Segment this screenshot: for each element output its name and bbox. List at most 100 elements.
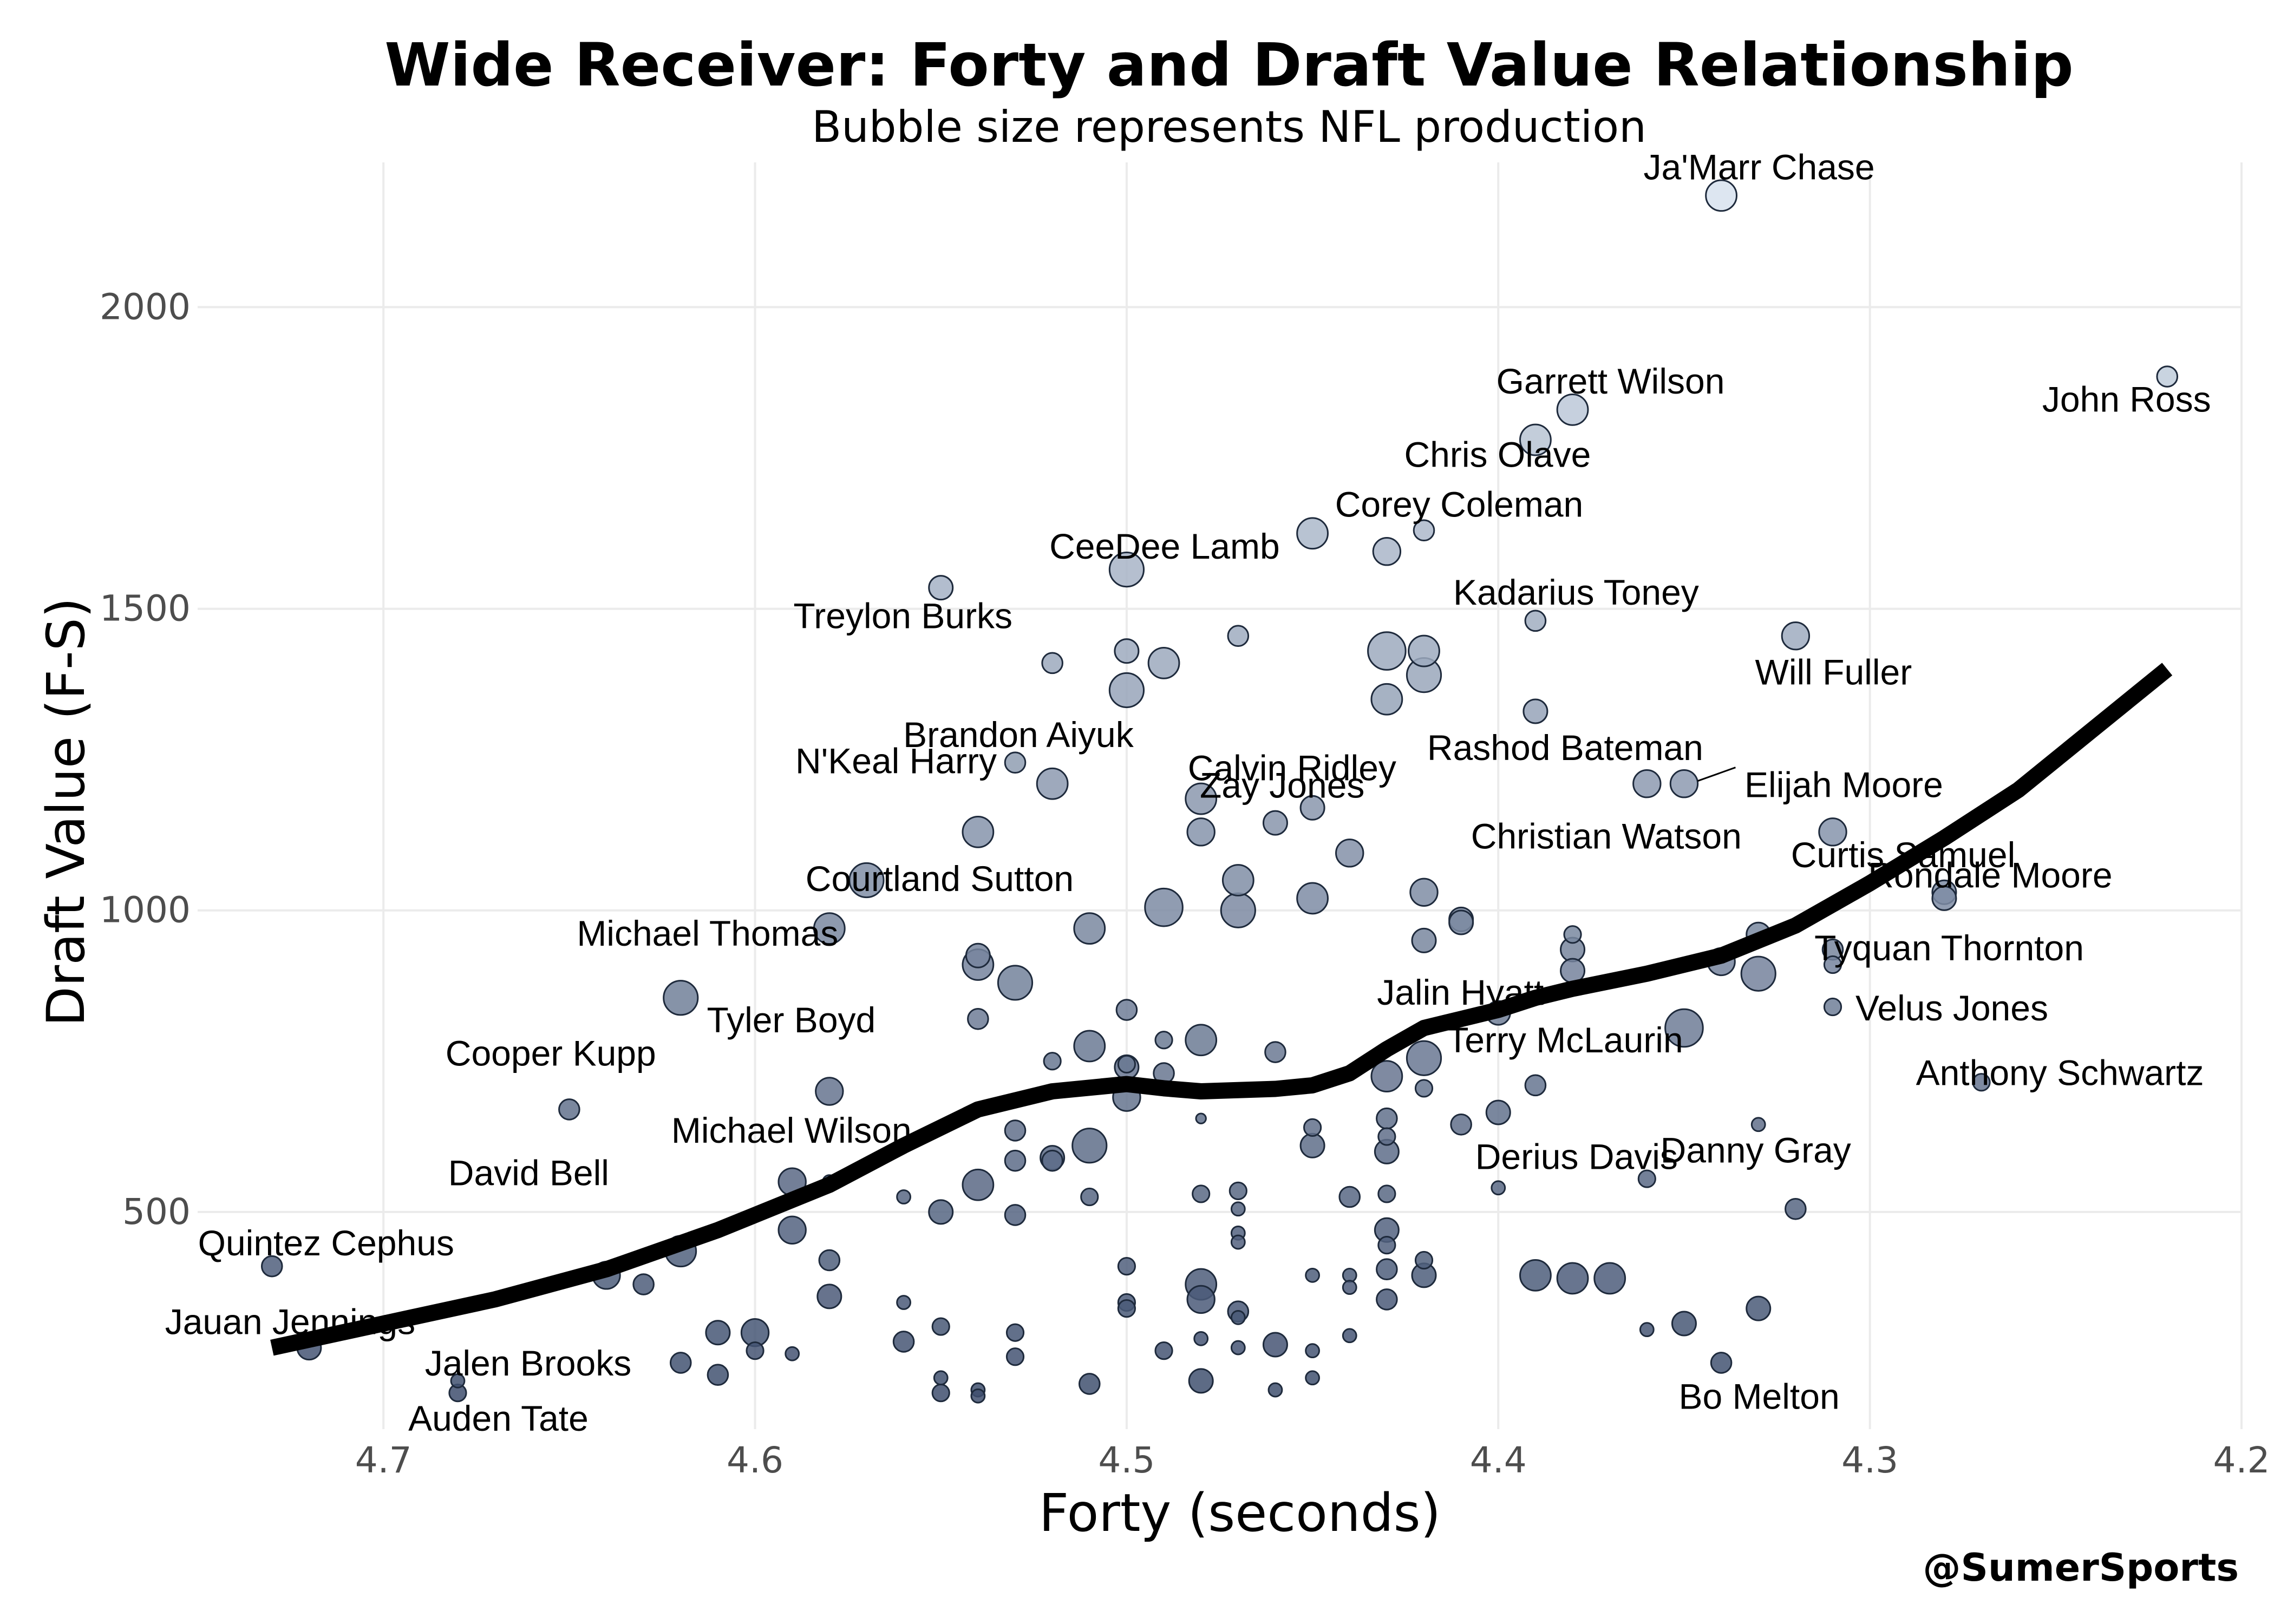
data-point	[1108, 552, 1145, 588]
y-tick-label: 1000	[100, 889, 191, 931]
data-point	[1710, 1352, 1733, 1374]
point-label: Bo Melton	[1679, 1376, 1840, 1416]
data-point	[1041, 652, 1063, 675]
data-point	[1305, 1343, 1320, 1359]
data-point	[1004, 1119, 1027, 1142]
data-point	[1669, 769, 1699, 798]
point-label: John Ross	[2042, 379, 2211, 420]
data-point	[1004, 1149, 1027, 1172]
point-label: Jalin Hyatt	[1377, 972, 1544, 1012]
data-point	[1005, 1323, 1025, 1342]
point-label: Cooper Kupp	[446, 1033, 656, 1073]
point-label: Ja'Marr Chase	[1644, 147, 1875, 187]
data-point	[1823, 997, 1842, 1017]
data-point	[892, 1331, 915, 1353]
data-point	[1931, 885, 1957, 911]
data-point	[1338, 1186, 1361, 1208]
data-point	[1409, 878, 1439, 907]
data-point	[896, 1295, 911, 1310]
caption-sumersports: @SumerSports	[1923, 1546, 2239, 1590]
x-tick-label: 4.3	[1841, 1439, 1898, 1481]
point-label: Christian Watson	[1471, 816, 1742, 856]
point-label: Michael Thomas	[577, 913, 838, 953]
data-point	[1414, 1250, 1434, 1270]
data-point	[1781, 621, 1811, 651]
data-point	[1377, 1184, 1396, 1203]
point-label: Anthony Schwartz	[1916, 1052, 2204, 1092]
data-point	[1154, 1031, 1173, 1050]
data-point	[815, 1077, 844, 1106]
data-point	[1524, 610, 1547, 632]
data-point	[1408, 634, 1440, 667]
data-point	[1186, 1285, 1216, 1314]
data-point	[1491, 1180, 1506, 1196]
data-point	[1335, 839, 1364, 868]
y-tick-label: 2000	[100, 286, 191, 328]
data-point	[1593, 1262, 1626, 1295]
y-tick-label: 500	[122, 1191, 191, 1233]
data-point	[1376, 1288, 1398, 1311]
data-point	[1522, 698, 1548, 724]
point-label: N'Keal Harry	[795, 741, 997, 781]
point-label: Jauan Jennings	[165, 1302, 415, 1342]
data-point	[1664, 1008, 1704, 1048]
point-label: Danny Gray	[1661, 1130, 1851, 1170]
data-point	[1154, 1341, 1173, 1360]
data-point	[1185, 1024, 1218, 1057]
data-point	[1556, 1262, 1589, 1295]
data-point	[785, 1346, 800, 1361]
point-label: Tyler Boyd	[707, 1000, 875, 1040]
point-label: Zay Jones	[1200, 765, 1364, 806]
data-point	[1036, 767, 1069, 800]
data-point	[1367, 631, 1407, 671]
data-point	[818, 1249, 841, 1272]
data-point	[1117, 1257, 1136, 1276]
data-point	[816, 1284, 842, 1309]
data-point	[1414, 1079, 1434, 1098]
data-point	[1185, 782, 1218, 815]
data-point	[1005, 1347, 1025, 1366]
x-tick-label: 4.4	[1470, 1439, 1527, 1481]
data-point	[558, 1098, 580, 1121]
data-point	[967, 1007, 989, 1030]
data-point	[1080, 1187, 1099, 1207]
point-label: Chris Olave	[1404, 435, 1591, 475]
data-point	[1071, 1128, 1108, 1164]
point-label: Calvin Ridley	[1188, 748, 1396, 788]
y-tick-label: 1500	[100, 588, 191, 630]
data-point	[1227, 625, 1250, 647]
data-point	[1372, 537, 1402, 566]
gridlines	[198, 162, 2243, 1429]
data-point	[1823, 955, 1842, 974]
point-label: Kadarius Toney	[1453, 572, 1699, 612]
data-point	[931, 1317, 950, 1336]
point-label: Rondale Moore	[1868, 855, 2112, 895]
data-point	[1299, 795, 1325, 821]
data-point	[1299, 1132, 1325, 1158]
x-tick-label: 4.7	[355, 1439, 412, 1481]
data-point	[813, 912, 846, 945]
data-point	[1230, 1340, 1246, 1355]
chart-title: Wide Receiver: Forty and Draft Value Rel…	[384, 30, 2073, 100]
data-point	[1073, 912, 1106, 945]
data-point	[1221, 864, 1254, 896]
data-point	[1377, 1236, 1396, 1255]
y-axis-title: Draft Value (F-S)	[36, 598, 96, 1026]
data-point	[928, 1199, 954, 1225]
point-label: Rashod Bateman	[1427, 728, 1703, 768]
data-point	[1370, 1060, 1403, 1093]
data-point	[1115, 999, 1138, 1021]
point-label: Auden Tate	[408, 1398, 589, 1438]
data-point	[1639, 1322, 1655, 1338]
data-point	[1186, 817, 1216, 847]
x-tick-label: 4.5	[1098, 1439, 1155, 1481]
data-point	[632, 1273, 655, 1295]
data-point	[1220, 892, 1256, 928]
data-point	[1195, 1112, 1207, 1124]
point-label: CeeDee Lamb	[1049, 526, 1280, 566]
data-point	[1117, 1055, 1136, 1073]
data-point	[2156, 365, 2179, 388]
x-axis-title: Forty (seconds)	[1039, 1483, 1441, 1543]
data-point	[997, 965, 1034, 1001]
